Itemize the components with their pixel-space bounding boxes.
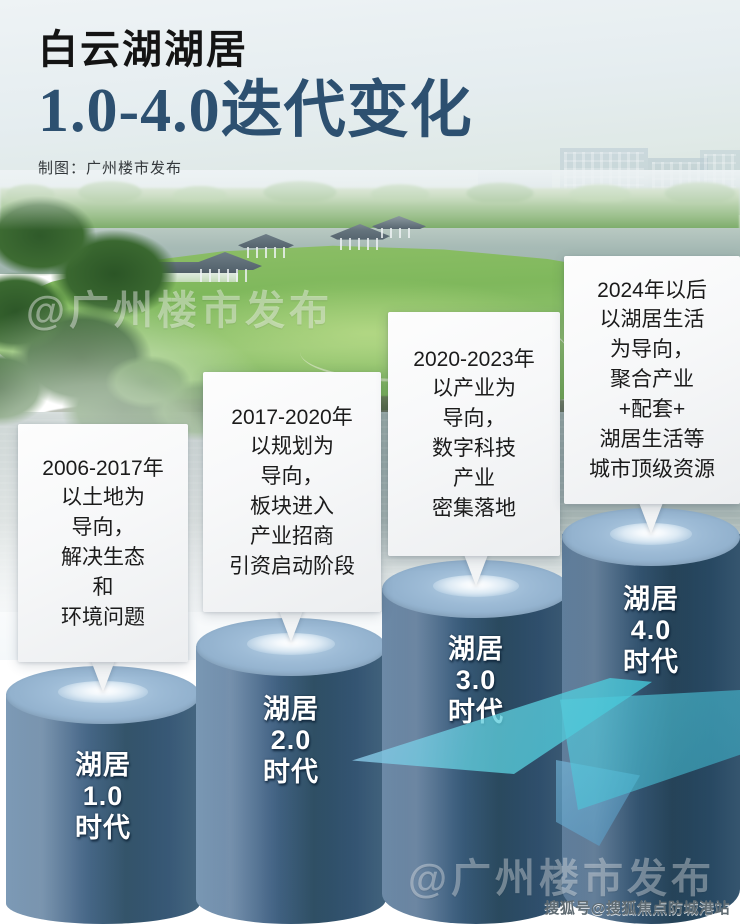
- pavilion-columns: [339, 238, 381, 250]
- callout-card-stage-4[interactable]: 2024年以后 以湖居生活 为导向， 聚合产业 +配套+ 湖居生活等 城市顶级资…: [564, 256, 740, 504]
- page-subtitle: 白云湖湖居: [38, 27, 248, 72]
- cylinder-stage-2: [196, 618, 386, 924]
- cylinder-stage-4: [562, 508, 740, 924]
- source-footer: 搜狐号@搜狐焦点防城港站: [544, 900, 730, 917]
- cylinder-ripple: [432, 575, 520, 598]
- cylinder-stage-1: [6, 666, 200, 924]
- cylinder-top-ellipse: [6, 666, 200, 724]
- callout-text-stage-1: 2006-2017年 以土地为 导向， 解决生态 和 环境问题: [42, 456, 164, 629]
- header: 白云湖湖居 1.0-4.0迭代变化 制图：广州楼市发布: [0, 0, 740, 178]
- callout-card-stage-1[interactable]: 2006-2017年 以土地为 导向， 解决生态 和 环境问题: [18, 424, 188, 662]
- callout-tail-stage-2: [278, 608, 304, 642]
- cylinder-ripple: [58, 681, 148, 704]
- callout-card-stage-3[interactable]: 2020-2023年 以产业为 导向， 数字科技 产业 密集落地: [388, 312, 560, 556]
- cylinder-top-ellipse: [196, 618, 386, 676]
- callout-text-stage-4: 2024年以后 以湖居生活 为导向， 聚合产业 +配套+ 湖居生活等 城市顶级资…: [589, 278, 715, 481]
- cylinder-body: [196, 646, 386, 924]
- cylinder-stage-3: [382, 560, 570, 924]
- callout-tail-stage-4: [638, 500, 664, 534]
- cylinder-ripple: [247, 633, 335, 656]
- cylinder-body: [6, 694, 200, 924]
- photo-top-fade: [0, 170, 740, 230]
- callout-card-stage-2[interactable]: 2017-2020年 以规划为 导向， 板块进入 产业招商 引资启动阶段: [203, 372, 381, 612]
- pavilion-columns: [380, 228, 418, 238]
- callout-text-stage-3: 2020-2023年 以产业为 导向， 数字科技 产业 密集落地: [413, 347, 535, 520]
- credit-line: 制图：广州楼市发布: [38, 161, 183, 178]
- page-title: 1.0-4.0迭代变化: [38, 77, 473, 145]
- pavilion-icon: [238, 234, 294, 258]
- cylinder-body: [562, 534, 740, 924]
- callout-tail-stage-3: [463, 552, 489, 586]
- callout-tail-stage-1: [90, 658, 116, 692]
- cylinder-body: [382, 588, 570, 924]
- callout-text-stage-2: 2017-2020年 以规划为 导向， 板块进入 产业招商 引资启动阶段: [229, 405, 355, 578]
- pavilion-columns: [246, 247, 286, 258]
- cylinder-ripple: [610, 523, 692, 546]
